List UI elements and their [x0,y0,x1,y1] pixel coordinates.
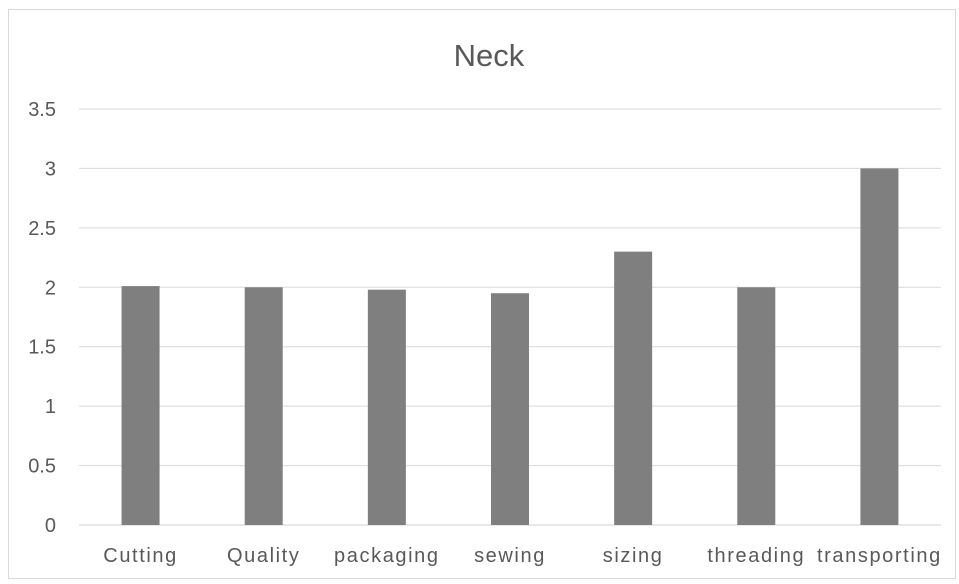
y-tick-label: 1 [45,396,56,418]
bar-cutting [121,286,160,525]
x-tick-label: transporting [817,545,942,567]
bar-threading [737,287,776,525]
x-tick-label: packaging [334,545,440,567]
x-tick-label: Cutting [103,545,178,567]
y-tick-label: 2.5 [28,218,56,240]
x-tick-label: threading [707,545,805,567]
y-axis-ticks: 0 0.5 1 1.5 2 2.5 3 3.5 [28,99,56,537]
bar-packaging [367,289,406,525]
x-tick-label: sizing [603,545,664,567]
bar-quality [244,287,283,525]
y-tick-label: 3.5 [28,99,56,121]
chart-frame [8,9,956,579]
y-tick-label: 0.5 [28,456,56,478]
y-tick-label: 3 [45,158,56,180]
y-tick-label: 0 [45,515,56,537]
bars [121,168,899,525]
y-tick-label: 1.5 [28,337,56,359]
x-tick-label: Quality [227,545,300,567]
y-tick-label: 2 [45,277,56,299]
bar-sizing [614,251,653,525]
bar-sewing [491,293,529,525]
gridlines [79,108,941,526]
bar-transporting [860,168,899,525]
x-tick-label: sewing [474,545,546,567]
x-axis-labels: Cutting Quality packaging sewing sizing threa… [103,545,942,567]
chart-title: Neck [454,38,525,73]
